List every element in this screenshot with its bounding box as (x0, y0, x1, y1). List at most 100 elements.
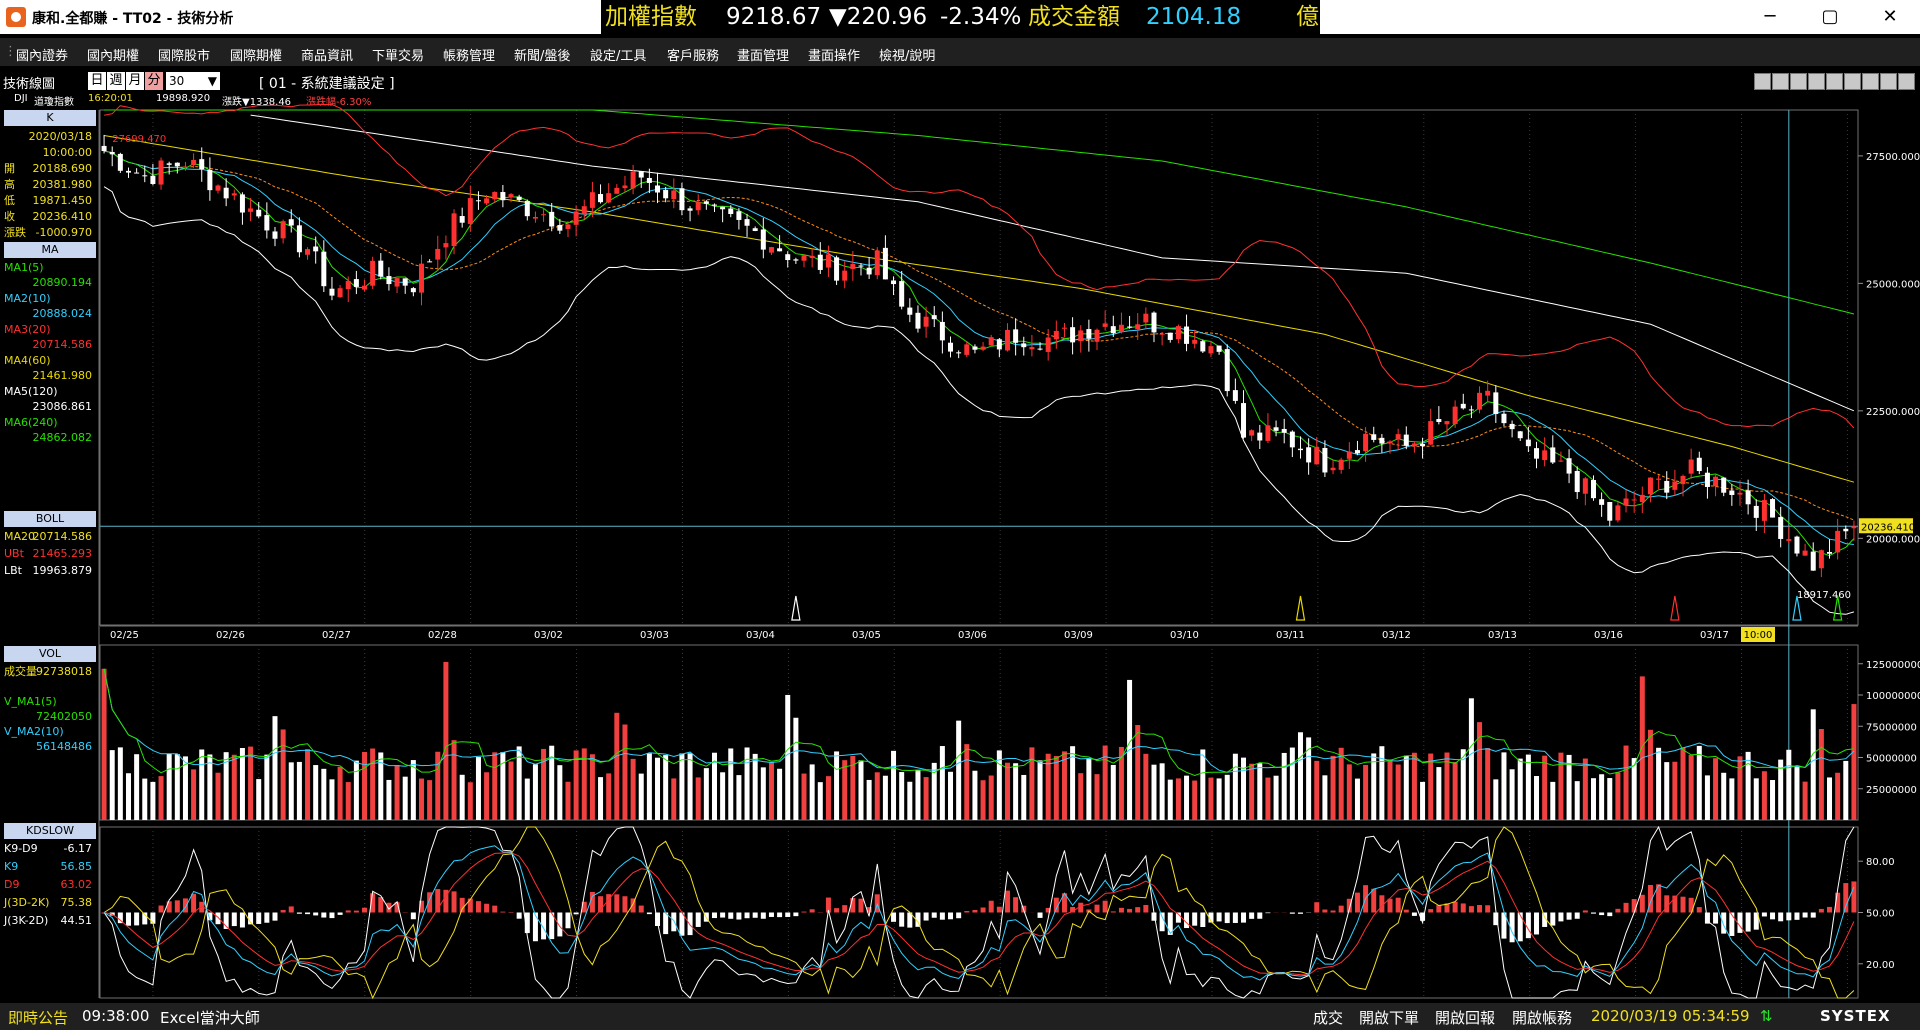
period-day-button[interactable]: 日 (88, 72, 106, 90)
menu-domestic-futures[interactable]: 國內期權 (87, 49, 140, 64)
menu-intl-stocks[interactable]: 國際股市 (158, 49, 211, 64)
kd-diff-bar (1265, 912, 1271, 914)
candle-body (443, 243, 449, 248)
kd-diff-bar (1403, 909, 1409, 913)
candle-body (891, 280, 897, 285)
window-title: 康和.全都賺 - TT02 - 技術分析 (32, 11, 234, 27)
volume-bar (1216, 778, 1222, 820)
crosshair-icon[interactable] (1754, 73, 1771, 90)
menu-screen-mgmt[interactable]: 畫面管理 (737, 49, 790, 64)
candle-body (1428, 421, 1434, 445)
kd-diff-bar (353, 910, 359, 913)
candle-body (1289, 431, 1295, 448)
menu-settings-tools[interactable]: 設定/工具 (590, 49, 647, 64)
interval-select[interactable]: 30 ▼ (166, 72, 220, 90)
menu-domestic-securities[interactable]: 國內證券 (16, 49, 69, 64)
layout-label[interactable]: [ 01 - 系統建議設定 ] (259, 76, 395, 92)
menu-order-trade[interactable]: 下單交易 (372, 49, 425, 64)
candle-body (646, 177, 652, 183)
volume-bar (1273, 775, 1279, 820)
kd-tick-label-2: 20.00 (1866, 960, 1895, 971)
kd-diff-bar (630, 898, 636, 913)
candle-body (711, 204, 717, 206)
boll-2-value: 19963.879 (32, 564, 93, 577)
period-month-button[interactable]: 月 (126, 72, 144, 90)
zoom-in-icon[interactable] (1790, 73, 1807, 90)
magnify-icon[interactable] (1826, 73, 1843, 90)
candle-body (899, 281, 905, 307)
candle-body (1045, 337, 1051, 352)
volume-bar (1200, 749, 1206, 820)
menu-news[interactable]: 新聞/盤後 (514, 49, 571, 64)
kd-4: J(3K-2D) 44.51 (4, 913, 92, 929)
menu-customer-service[interactable]: 客戶服務 (667, 49, 720, 64)
deal-button[interactable]: 成交 (1313, 1009, 1344, 1027)
candle-body (1468, 409, 1474, 411)
open-account-button[interactable]: 開啟帳務 (1512, 1009, 1573, 1027)
vol-0: 成交量 92738018 (4, 664, 92, 680)
save-icon[interactable] (1862, 73, 1879, 90)
kd-diff-bar (1851, 881, 1857, 913)
period-minute-button[interactable]: 分 (145, 72, 163, 90)
candle-body (1192, 339, 1198, 344)
kd-diff-bar (410, 912, 416, 920)
volume-bar (557, 765, 563, 820)
open-order-button[interactable]: 開啟下單 (1359, 1009, 1420, 1027)
app-logo-icon (6, 7, 26, 27)
menu-view-help[interactable]: 檢視/說明 (879, 49, 936, 64)
kd-diff-bar (1354, 892, 1360, 913)
kd-diff-bar (866, 907, 872, 913)
print-icon[interactable] (1880, 73, 1897, 90)
restore-button[interactable]: ▢ (1821, 6, 1839, 27)
close-button[interactable]: ✕ (1882, 6, 1898, 27)
candle-body (1827, 551, 1833, 554)
open-report-button[interactable]: 開啟回報 (1435, 1009, 1496, 1027)
ma-5-value: 24862.082 (32, 431, 93, 444)
candle-body (150, 175, 156, 184)
kd-4-value: 44.51 (60, 914, 93, 927)
menu-product-info[interactable]: 商品資訊 (301, 49, 354, 64)
zoom-out-icon[interactable] (1772, 73, 1789, 90)
kd-diff-bar (1566, 912, 1572, 920)
candle-body (475, 200, 481, 202)
candle-body (1574, 471, 1580, 493)
kd-diff-bar (679, 912, 685, 936)
minimize-button[interactable]: ─ (1764, 6, 1776, 27)
vol-1-value: 72402050 (36, 710, 92, 723)
kd-d-line (103, 852, 1855, 976)
boll-0: MA20 20714.586 (4, 529, 92, 545)
candle-body (1395, 434, 1401, 439)
volume-bar (1249, 763, 1255, 820)
kd-diff-bar (1013, 897, 1019, 913)
kd-diff-bar (378, 897, 384, 913)
k-ohlc-0-label: 開 (4, 162, 15, 175)
candle-body (1729, 490, 1735, 495)
candle-body (1737, 492, 1743, 495)
kd-diff-bar (1444, 903, 1450, 913)
candle-body (280, 221, 286, 239)
kd-diff-bar (1835, 892, 1841, 913)
volume-bar (1118, 746, 1124, 820)
technical-chart[interactable]: 27500.00025000.00022500.00020000.0002023… (0, 0, 1920, 1003)
kd-diff-bar (1167, 912, 1173, 935)
volume-bar (1021, 774, 1027, 820)
ma-3-label: MA4(60) (4, 354, 51, 367)
menu-account-mgmt[interactable]: 帳務管理 (443, 49, 496, 64)
crosshair-time-tag (1741, 627, 1775, 642)
menu-intl-futures[interactable]: 國際期權 (230, 49, 283, 64)
notice-label[interactable]: 即時公告 (8, 1009, 69, 1027)
kd-diff-bar (1468, 906, 1474, 913)
notice-text[interactable]: Excel當沖大師 (160, 1009, 260, 1027)
kd-diff-bar (1778, 912, 1784, 922)
candle-body (313, 246, 319, 252)
candle-body (264, 215, 270, 231)
volume-bar (394, 765, 400, 820)
window-icon[interactable] (1898, 73, 1915, 90)
search-icon[interactable] (1808, 73, 1825, 90)
refresh-icon[interactable] (1844, 73, 1861, 90)
menu-screen-ops[interactable]: 畫面操作 (808, 49, 861, 64)
k-ohlc-4-label: 漲跌 (4, 226, 26, 239)
period-week-button[interactable]: 週 (107, 72, 125, 90)
k-ohlc-0-value: 20188.690 (32, 162, 93, 175)
volume-bar (768, 762, 774, 820)
